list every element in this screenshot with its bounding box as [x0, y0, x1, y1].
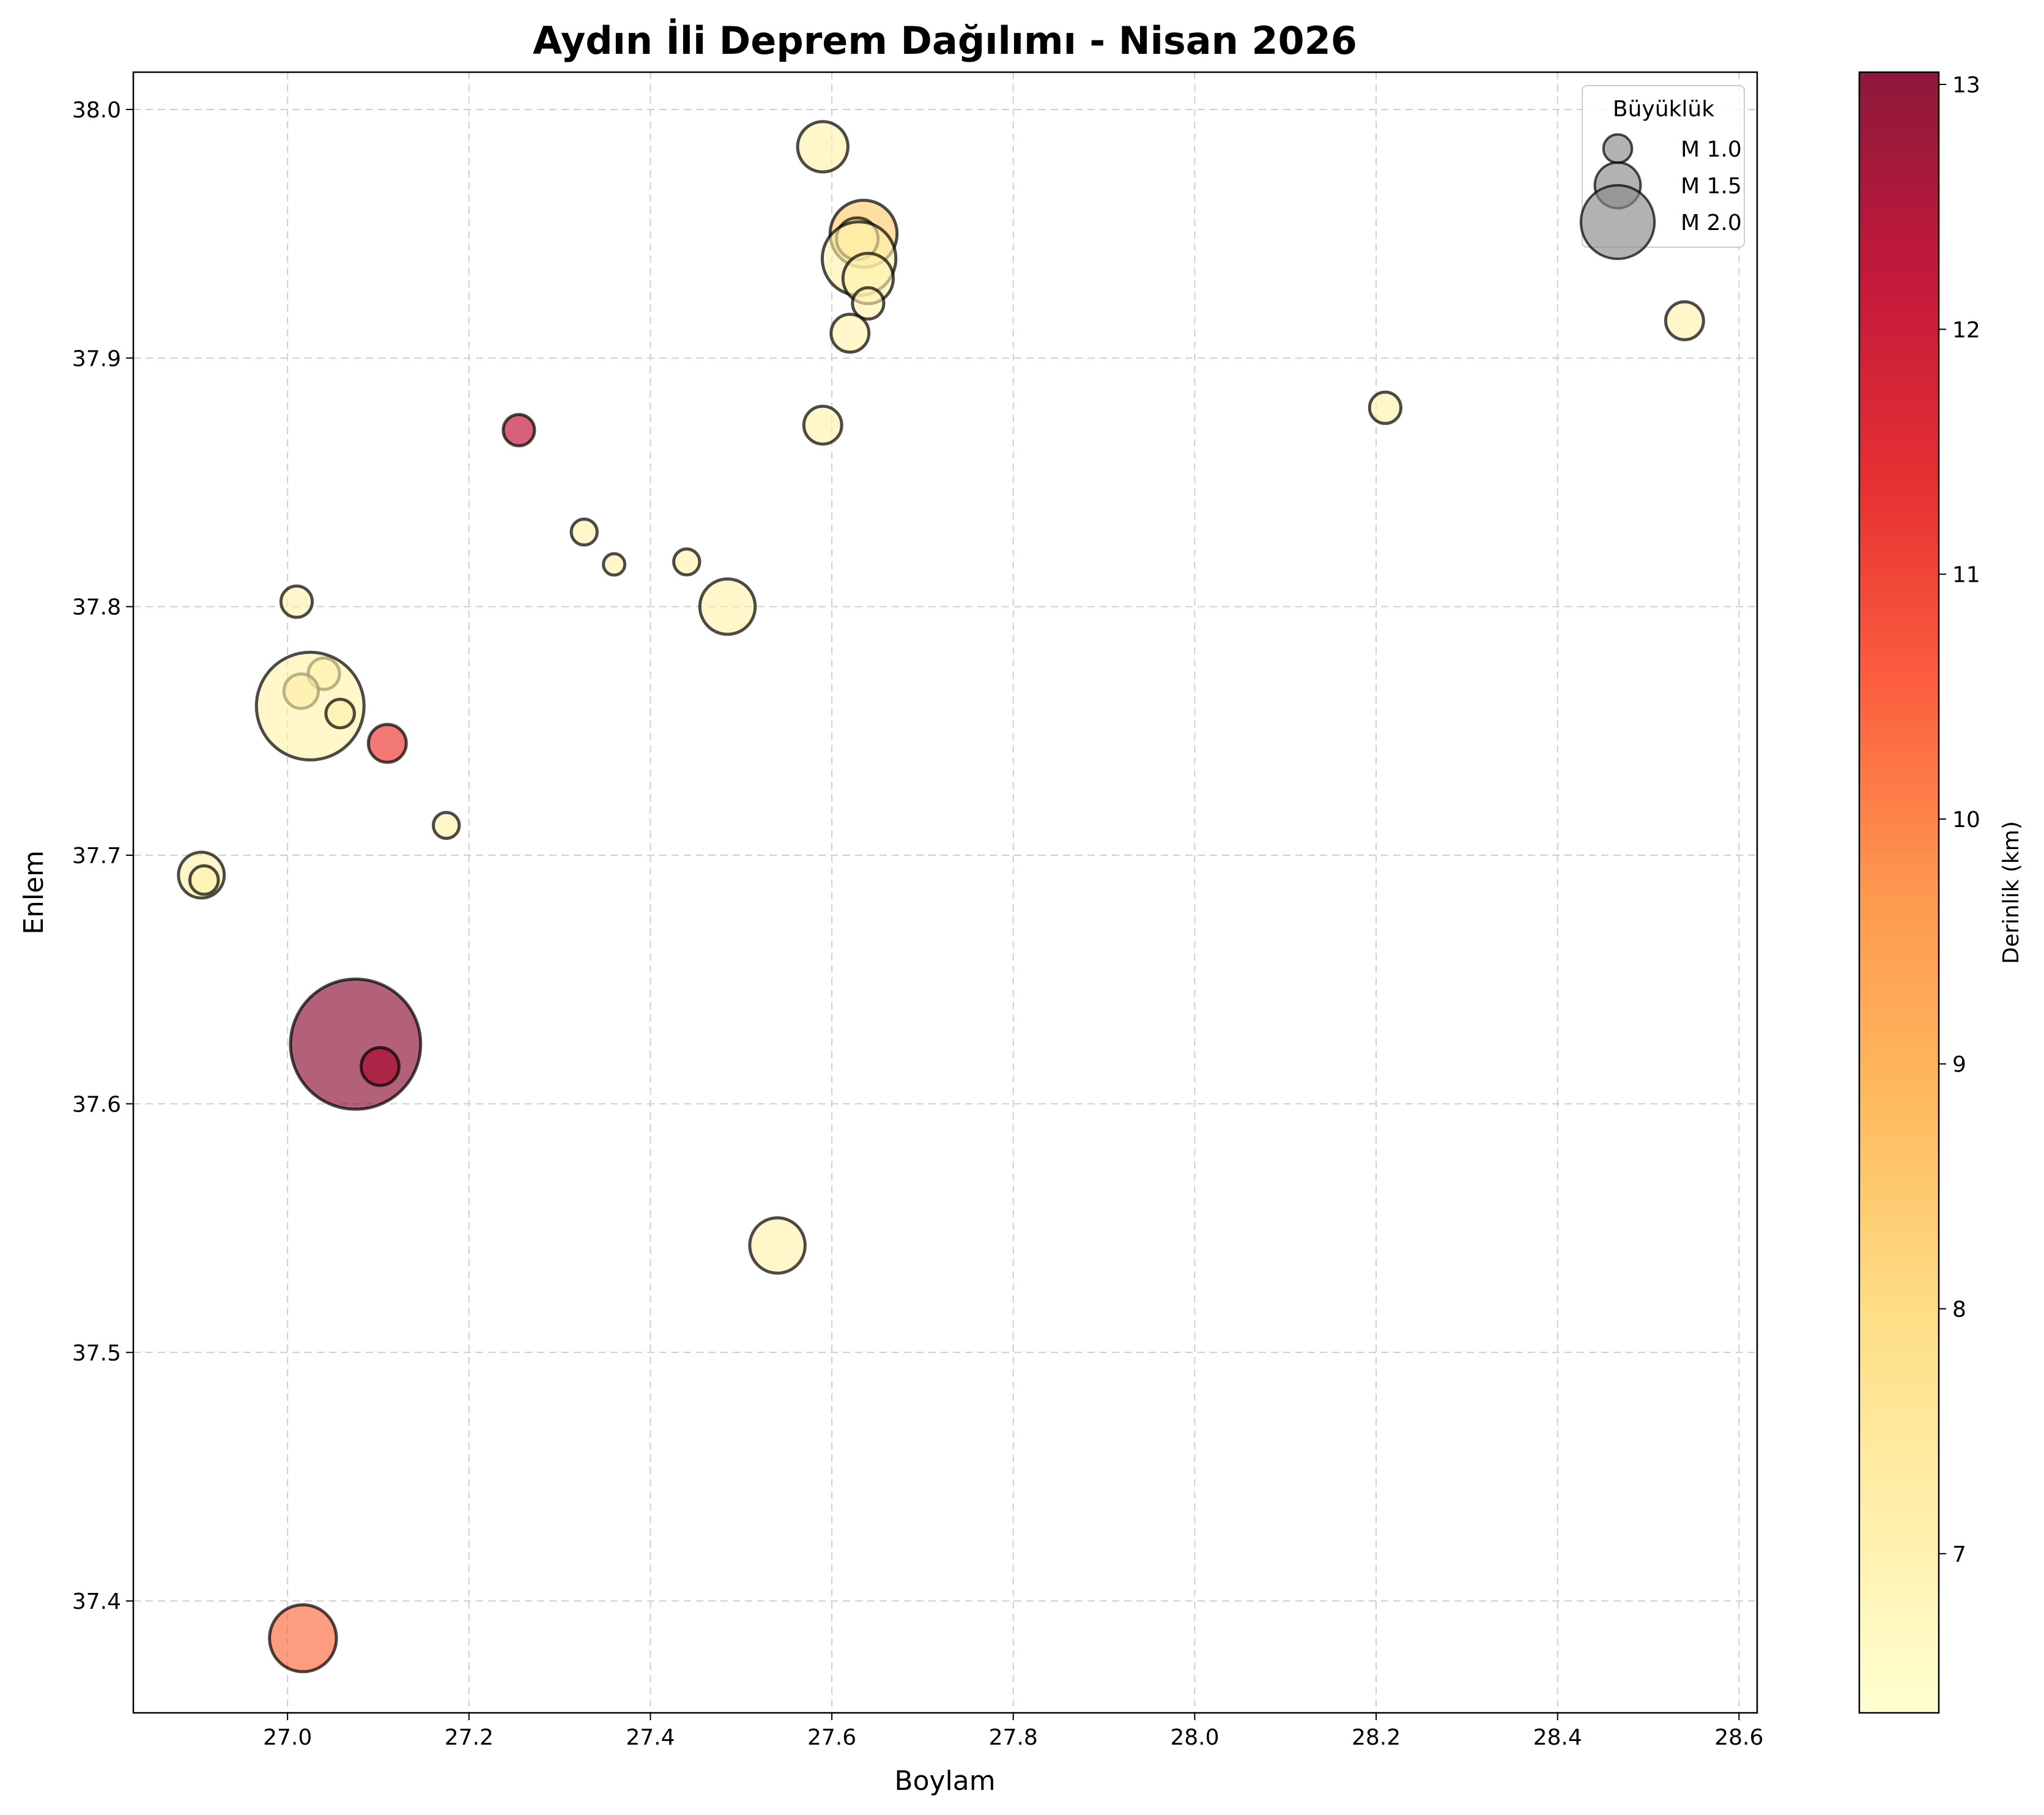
y-tick-label: 37.9: [72, 346, 121, 371]
colorbar: [1859, 72, 1939, 1713]
x-tick-label: 27.0: [263, 1725, 312, 1750]
earthquake-point: [672, 547, 702, 577]
y-tick-label: 37.4: [72, 1589, 121, 1614]
y-axis-label: Enlem: [18, 850, 50, 935]
colorbar-tick-label: 10: [1952, 807, 1980, 833]
earthquake-point: [268, 1603, 338, 1674]
x-tick-label: 28.4: [1533, 1725, 1582, 1750]
x-tick-label: 28.0: [1170, 1725, 1219, 1750]
legend-label: M 2.0: [1681, 210, 1742, 236]
y-tick-label: 38.0: [72, 98, 121, 123]
colorbar-label: Derinlik (km): [1999, 821, 2024, 964]
x-tick-label: 27.6: [807, 1725, 856, 1750]
earthquake-point: [1368, 390, 1402, 425]
x-axis-label: Boylam: [894, 1765, 995, 1797]
earthquake-point: [851, 286, 886, 321]
x-axis-ticks: 27.0 27.2 27.4 27.6 27.8 28.0 28.2 28.4 28.6: [263, 1713, 1763, 1750]
earthquake-point: [289, 977, 423, 1111]
legend-items: M 1.0 M 1.5 M 2.0: [1579, 133, 1742, 261]
x-tick-label: 28.6: [1714, 1725, 1763, 1750]
legend-marker: [1602, 133, 1634, 165]
chart-title: Aydın İli Deprem Dağılımı - Nisan 2026: [533, 18, 1357, 63]
legend-title: Büyüklük: [1613, 97, 1714, 122]
earthquake-point: [254, 650, 366, 762]
earthquake-point: [569, 518, 599, 547]
earthquake-point: [698, 577, 757, 636]
x-tick-label: 27.2: [445, 1725, 494, 1750]
earthquake-points: [177, 120, 1705, 1674]
earthquake-point: [502, 413, 536, 448]
earthquake-point: [324, 697, 356, 730]
y-tick-label: 37.5: [72, 1341, 121, 1366]
y-axis-ticks: 37.4 37.5 37.6 37.7 37.8 37.9 38.0: [72, 98, 133, 1614]
colorbar-tick-label: 9: [1952, 1052, 1966, 1077]
earthquake-point: [279, 584, 314, 619]
earthquake-point: [366, 722, 408, 764]
plot-area-frame: [132, 71, 1758, 1714]
y-tick-label: 37.7: [72, 844, 121, 869]
colorbar-tick-label: 13: [1952, 73, 1980, 98]
colorbar-tick-label: 11: [1952, 563, 1980, 588]
legend-label: M 1.0: [1681, 137, 1742, 162]
colorbar-tick-label: 8: [1952, 1297, 1966, 1323]
x-tick-label: 27.8: [989, 1725, 1038, 1750]
earthquake-point: [802, 404, 843, 446]
earthquake-point: [748, 1216, 807, 1275]
earthquake-point: [359, 1046, 401, 1087]
earthquake-point: [1664, 300, 1705, 341]
legend-label: M 1.5: [1681, 174, 1742, 199]
earthquake-point: [602, 552, 627, 577]
earthquake-point: [432, 811, 461, 840]
colorbar-frame: [1858, 71, 1940, 1714]
legend-marker: [1579, 184, 1656, 261]
y-tick-label: 37.8: [72, 595, 121, 620]
x-tick-label: 27.4: [626, 1725, 675, 1750]
earthquake-point: [796, 120, 850, 174]
size-legend: Büyüklük M 1.0 M 1.5 M 2.0: [1579, 85, 1745, 261]
y-tick-label: 37.6: [72, 1092, 121, 1117]
earthquake-point: [829, 313, 871, 354]
earthquake-point: [188, 864, 220, 896]
colorbar-tick-label: 12: [1952, 317, 1980, 343]
grid-lines: [133, 72, 1757, 1713]
colorbar-tick-label: 7: [1952, 1542, 1966, 1567]
colorbar-ticks: 7 8 9 10 11 12 13: [1939, 73, 1980, 1567]
x-tick-label: 28.2: [1352, 1725, 1401, 1750]
